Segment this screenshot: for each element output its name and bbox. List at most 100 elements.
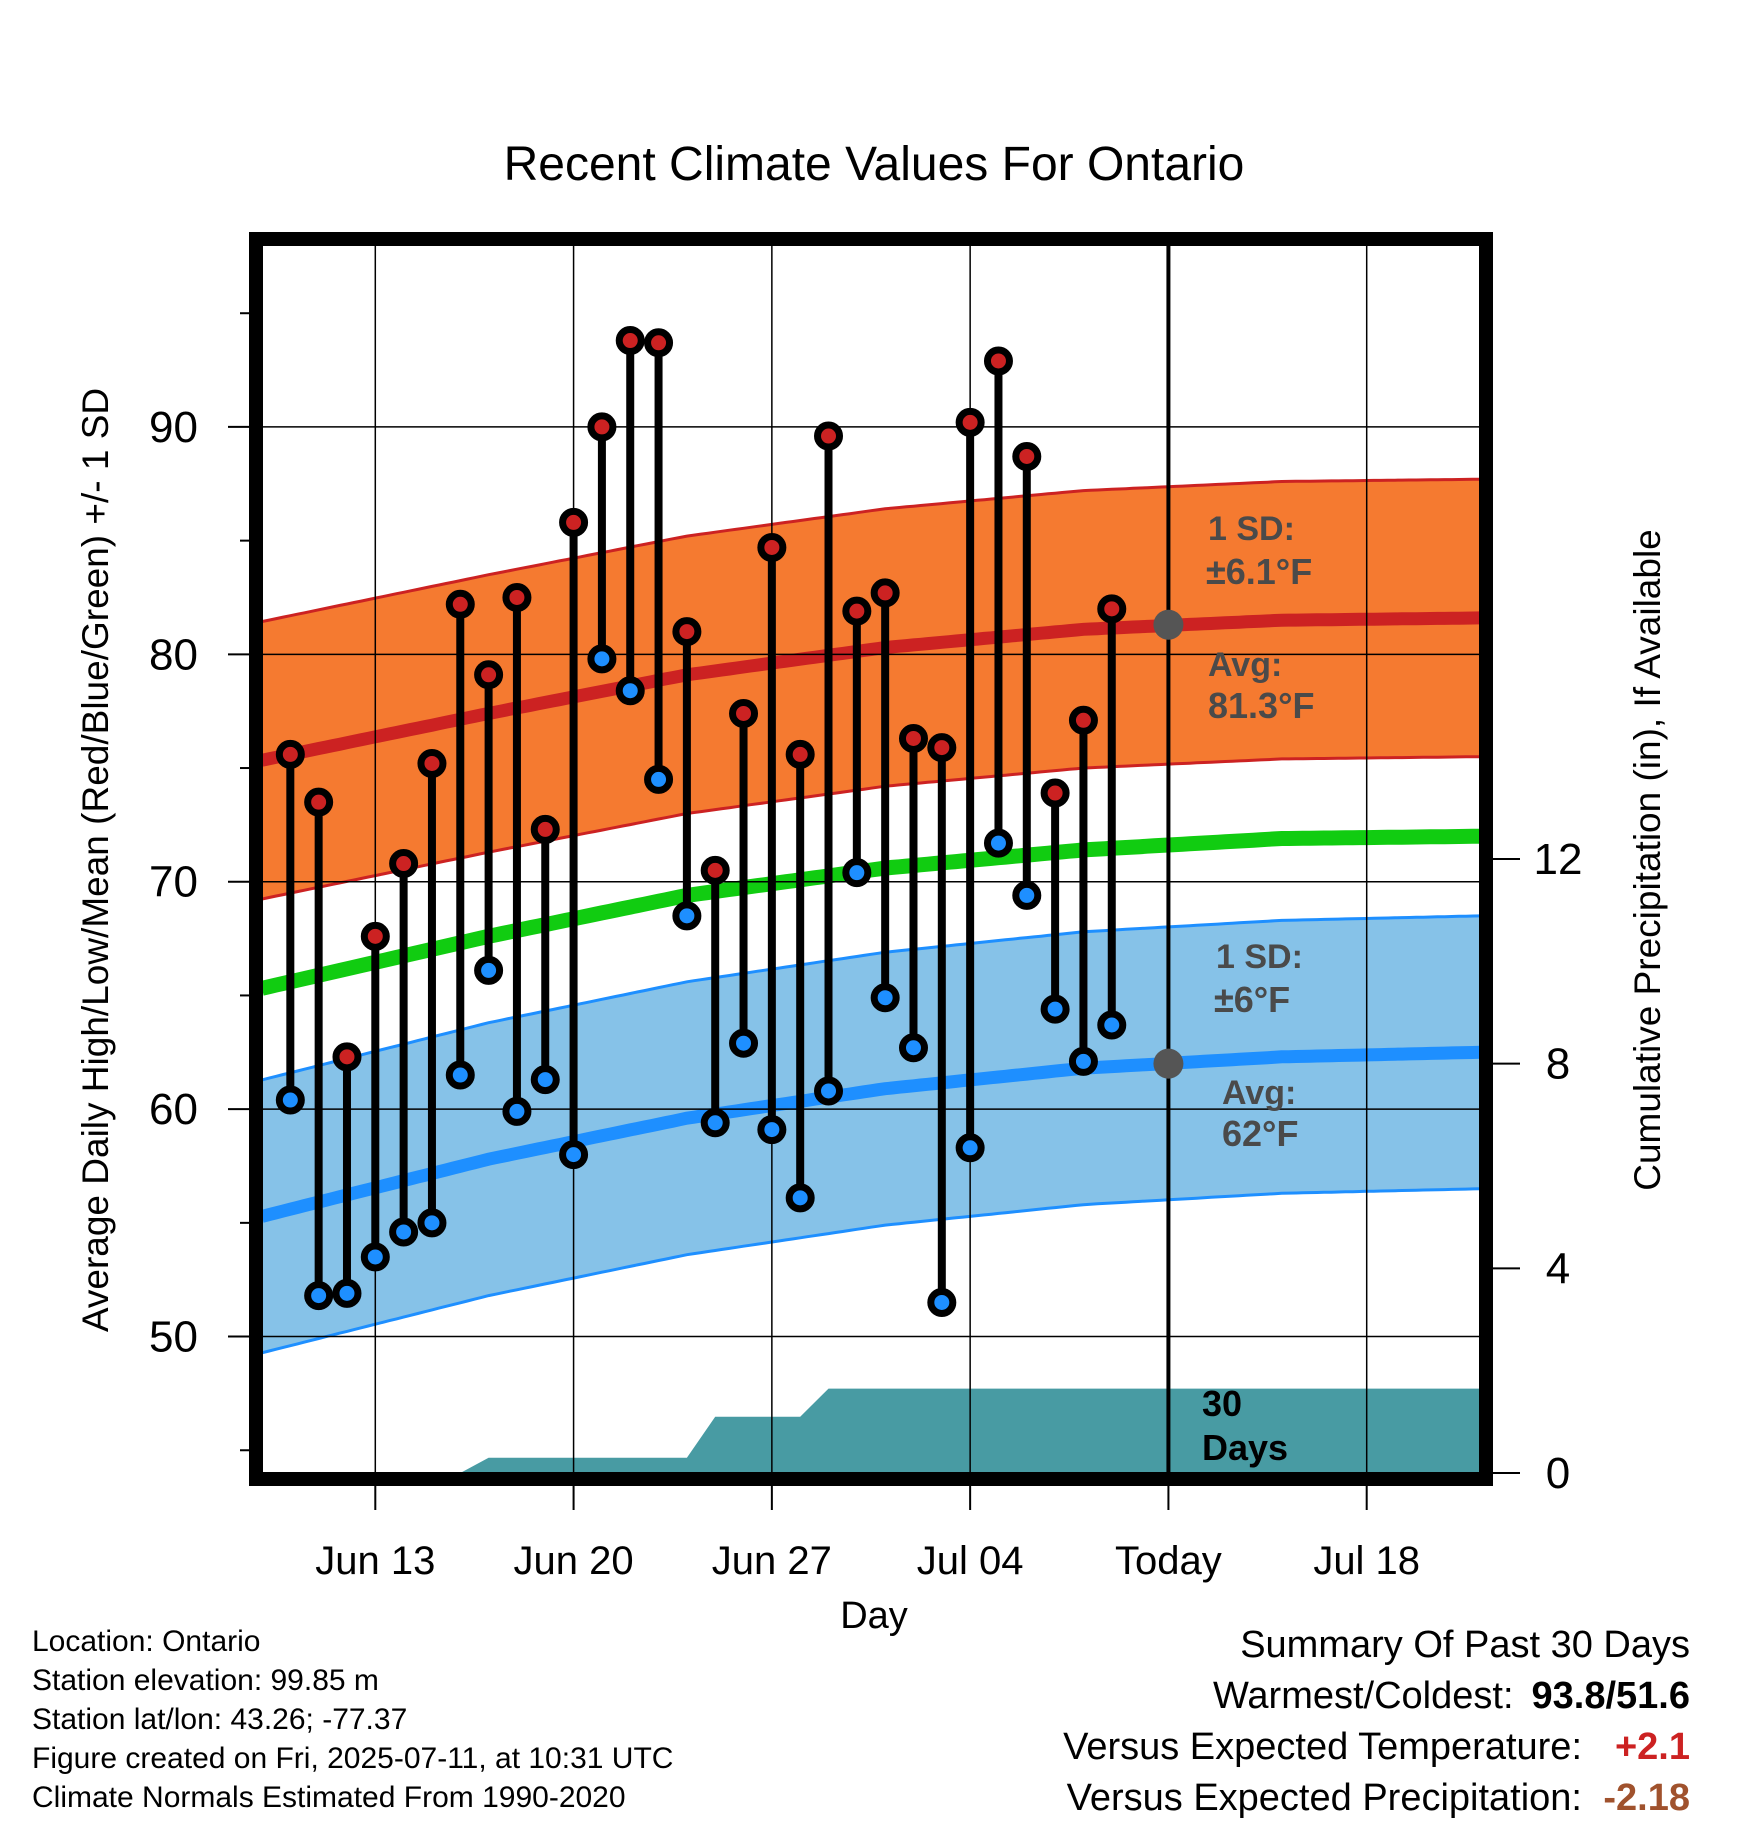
y-tick-label: 80 xyxy=(149,630,198,679)
low-point xyxy=(1097,1010,1127,1040)
plot-border xyxy=(249,232,1493,1486)
x-tick-label: Jun 20 xyxy=(514,1539,634,1583)
high-point xyxy=(1012,441,1042,471)
low-point xyxy=(672,901,702,931)
high-point xyxy=(332,1042,362,1072)
high-point xyxy=(842,596,872,626)
high-point xyxy=(417,748,447,778)
low-point xyxy=(927,1287,957,1317)
low-point xyxy=(559,1140,589,1170)
low-point xyxy=(332,1278,362,1308)
avg-high-line xyxy=(262,611,1480,767)
axes: 50 60 70 80 90 0 4 8 12 Jun 13 Jun 20 Jun 27 Jul 04 T… xyxy=(149,312,1583,1583)
high-point xyxy=(275,739,305,769)
normals-text: Climate Normals Estimated From 1990-2020 xyxy=(32,1781,626,1814)
high-point xyxy=(898,723,928,753)
low-point xyxy=(644,764,674,794)
y2-tick-label: 8 xyxy=(1546,1040,1570,1089)
low-point xyxy=(502,1096,532,1126)
y2-tick-label: 12 xyxy=(1534,835,1583,884)
low-point xyxy=(1012,880,1042,910)
high-point xyxy=(927,733,957,763)
low-point xyxy=(587,644,617,674)
low-point xyxy=(729,1028,759,1058)
temp-label: Versus Expected Temperature: xyxy=(1063,1726,1582,1768)
low-point xyxy=(700,1108,730,1138)
precip-row: Versus Expected Precipitation: -2.18 xyxy=(1063,1773,1690,1824)
low-band-upper-edge xyxy=(262,914,1480,1082)
high-band-lower-edge xyxy=(262,755,1480,901)
low-point xyxy=(530,1065,560,1095)
high-point xyxy=(983,346,1013,376)
elevation-text: Station elevation: 99.85 m xyxy=(32,1664,379,1697)
data-marks xyxy=(275,245,1184,1473)
x-tick-label: Jul 04 xyxy=(917,1539,1024,1583)
high-point xyxy=(615,326,645,356)
high-point xyxy=(502,582,532,612)
high-avg-label: Avg: xyxy=(1208,646,1282,684)
low-point xyxy=(898,1033,928,1063)
high-point xyxy=(870,578,900,608)
summary-heading: Summary Of Past 30 Days xyxy=(1240,1624,1690,1666)
low-sd-band xyxy=(262,915,1480,1353)
low-point xyxy=(814,1076,844,1106)
summary-panel: Summary Of Past 30 Days Warmest/Coldest:… xyxy=(1063,1620,1690,1824)
low-point xyxy=(1068,1046,1098,1076)
plot-area xyxy=(262,245,1480,1473)
high-point xyxy=(304,787,334,817)
high-point xyxy=(559,507,589,537)
today-avg-low-dot xyxy=(1153,1048,1184,1079)
low-point xyxy=(955,1133,985,1163)
precip-value: -2.18 xyxy=(1603,1777,1690,1819)
low-point xyxy=(417,1208,447,1238)
today-days-number: 30 xyxy=(1202,1383,1242,1424)
today-days-label: Days xyxy=(1202,1427,1288,1468)
high-sd-value: ±6.1°F xyxy=(1206,551,1312,592)
y2-tick-label: 4 xyxy=(1546,1244,1570,1293)
high-avg-value: 81.3°F xyxy=(1208,685,1314,726)
high-point xyxy=(700,855,730,885)
high-point xyxy=(1068,705,1098,735)
low-point xyxy=(615,676,645,706)
high-point xyxy=(644,328,674,358)
high-sd-label: 1 SD: xyxy=(1208,510,1295,548)
x-axis-label: Day xyxy=(840,1595,908,1637)
x-tick-label: Today xyxy=(1115,1539,1222,1583)
x-tick-label: Jun 13 xyxy=(315,1539,435,1583)
chart-title: Recent Climate Values For Ontario xyxy=(504,138,1245,191)
high-point xyxy=(729,698,759,728)
high-point xyxy=(587,412,617,442)
low-sd-value: ±6°F xyxy=(1214,979,1290,1020)
y-tick-label: 70 xyxy=(149,858,198,907)
temp-value: +2.1 xyxy=(1614,1726,1690,1768)
low-point xyxy=(983,828,1013,858)
high-sd-band xyxy=(262,479,1480,899)
low-point xyxy=(304,1281,334,1311)
temp-row: Versus Expected Temperature: +2.1 xyxy=(1063,1722,1690,1773)
y-tick-label: 50 xyxy=(149,1313,198,1362)
high-point xyxy=(955,407,985,437)
y-axis-label: Average Daily High/Low/Mean (Red/Blue/Gr… xyxy=(75,388,116,1332)
avg-low-line xyxy=(262,1045,1480,1223)
low-sd-label: 1 SD: xyxy=(1216,938,1303,976)
low-point xyxy=(757,1115,787,1145)
high-point xyxy=(1097,594,1127,624)
warm-cold-label: Warmest/Coldest: xyxy=(1212,1675,1514,1717)
low-point xyxy=(842,858,872,888)
precip-area xyxy=(262,1388,1480,1473)
location-text: Location: Ontario xyxy=(32,1625,261,1658)
low-point xyxy=(389,1217,419,1247)
high-point xyxy=(530,814,560,844)
high-point xyxy=(474,660,504,690)
high-point xyxy=(389,849,419,879)
precip-label: Versus Expected Precipitation: xyxy=(1066,1777,1582,1819)
high-point xyxy=(1040,778,1070,808)
high-point xyxy=(445,589,475,619)
low-point xyxy=(445,1060,475,1090)
station-info: Location: Ontario Station elevation: 99.… xyxy=(32,1622,673,1817)
high-point xyxy=(785,739,815,769)
low-point xyxy=(360,1242,390,1272)
x-tick-label: Jul 18 xyxy=(1313,1539,1420,1583)
